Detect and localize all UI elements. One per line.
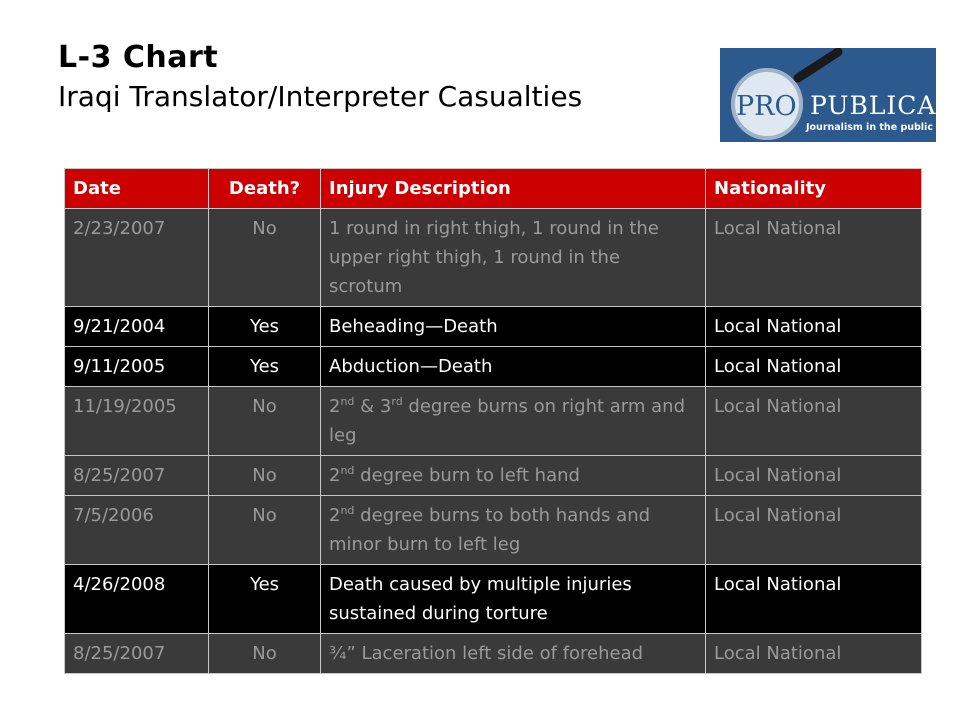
- cell-date: 4/26/2008: [64, 564, 209, 634]
- page-title: L-3 Chart: [58, 40, 219, 75]
- cell-nationality: Local National: [705, 386, 922, 456]
- cell-date: 7/5/2006: [64, 495, 209, 565]
- table-row: 9/11/2005 Yes Abduction—Death Local Nati…: [64, 346, 922, 387]
- magnifier-lens-icon: [731, 68, 803, 140]
- casualties-table: Date Death? Injury Description Nationali…: [64, 168, 922, 674]
- injury-text-part: 2: [329, 505, 341, 526]
- cell-nationality: Local National: [705, 306, 922, 347]
- cell-injury: Death caused by multiple injuries sustai…: [320, 564, 706, 634]
- cell-date: 2/23/2007: [64, 208, 209, 307]
- cell-nationality: Local National: [705, 455, 922, 496]
- page-subtitle: Iraqi Translator/Interpreter Casualties: [58, 80, 583, 113]
- injury-text-part: degree burn to left hand: [354, 465, 580, 486]
- cell-nationality: Local National: [705, 495, 922, 565]
- cell-injury: 1 round in right thigh, 1 round in the u…: [320, 208, 706, 307]
- propublica-logo-graphic: PRO PUBLICA Journalism in the public int…: [720, 48, 936, 142]
- cell-death: Yes: [208, 564, 321, 634]
- cell-injury: ¾” Laceration left side of forehead: [320, 633, 706, 674]
- cell-injury: 2nd degree burn to left hand: [320, 455, 706, 496]
- injury-text-part: 2: [329, 465, 341, 486]
- header-nationality: Nationality: [705, 168, 922, 209]
- cell-nationality: Local National: [705, 633, 922, 674]
- cell-date: 11/19/2005: [64, 386, 209, 456]
- ordinal-suffix: rd: [391, 395, 403, 408]
- cell-death: Yes: [208, 306, 321, 347]
- cell-date: 8/25/2007: [64, 455, 209, 496]
- cell-death: No: [208, 386, 321, 456]
- cell-date: 8/25/2007: [64, 633, 209, 674]
- magnifier-handle-icon: [793, 48, 843, 83]
- table-row: 8/25/2007 No 2nd degree burn to left han…: [64, 455, 922, 496]
- injury-text-part: degree burns to both hands and minor bur…: [329, 505, 651, 555]
- logo-tagline: Journalism in the public interest: [805, 122, 936, 133]
- table-header-row: Date Death? Injury Description Nationali…: [64, 168, 922, 209]
- table-row: 8/25/2007 No ¾” Laceration left side of …: [64, 633, 922, 674]
- table-row: 11/19/2005 No 2nd & 3rd degree burns on …: [64, 386, 922, 456]
- cell-death: No: [208, 455, 321, 496]
- cell-injury: Beheading—Death: [320, 306, 706, 347]
- logo-publica-text: PUBLICA: [810, 91, 936, 120]
- cell-death: No: [208, 633, 321, 674]
- injury-text-part: degree burns on right arm and leg: [329, 396, 686, 446]
- cell-injury: Abduction—Death: [320, 346, 706, 387]
- table-row: 4/26/2008 Yes Death caused by multiple i…: [64, 564, 922, 634]
- cell-date: 9/11/2005: [64, 346, 209, 387]
- cell-injury: 2nd degree burns to both hands and minor…: [320, 495, 706, 565]
- cell-nationality: Local National: [705, 346, 922, 387]
- table-row: 9/21/2004 Yes Beheading—Death Local Nati…: [64, 306, 922, 347]
- cell-death: No: [208, 495, 321, 565]
- cell-nationality: Local National: [705, 564, 922, 634]
- ordinal-suffix: nd: [340, 395, 355, 408]
- propublica-logo: PRO PUBLICA Journalism in the public int…: [720, 48, 936, 142]
- table-row: 7/5/2006 No 2nd degree burns to both han…: [64, 495, 922, 565]
- logo-pro-text: PRO: [736, 91, 797, 122]
- ordinal-suffix: nd: [340, 464, 355, 477]
- injury-text-part: & 3: [354, 396, 392, 417]
- cell-death: No: [208, 208, 321, 307]
- cell-nationality: Local National: [705, 208, 922, 307]
- title-block: L-3 Chart Iraqi Translator/Interpreter C…: [58, 38, 582, 114]
- table-row: 2/23/2007 No 1 round in right thigh, 1 r…: [64, 208, 922, 307]
- header-death: Death?: [208, 168, 321, 209]
- cell-death: Yes: [208, 346, 321, 387]
- cell-date: 9/21/2004: [64, 306, 209, 347]
- header-injury-description: Injury Description: [320, 168, 706, 209]
- cell-injury: 2nd & 3rd degree burns on right arm and …: [320, 386, 706, 456]
- header-date: Date: [64, 168, 209, 209]
- injury-text-part: 2: [329, 396, 341, 417]
- ordinal-suffix: nd: [340, 504, 355, 517]
